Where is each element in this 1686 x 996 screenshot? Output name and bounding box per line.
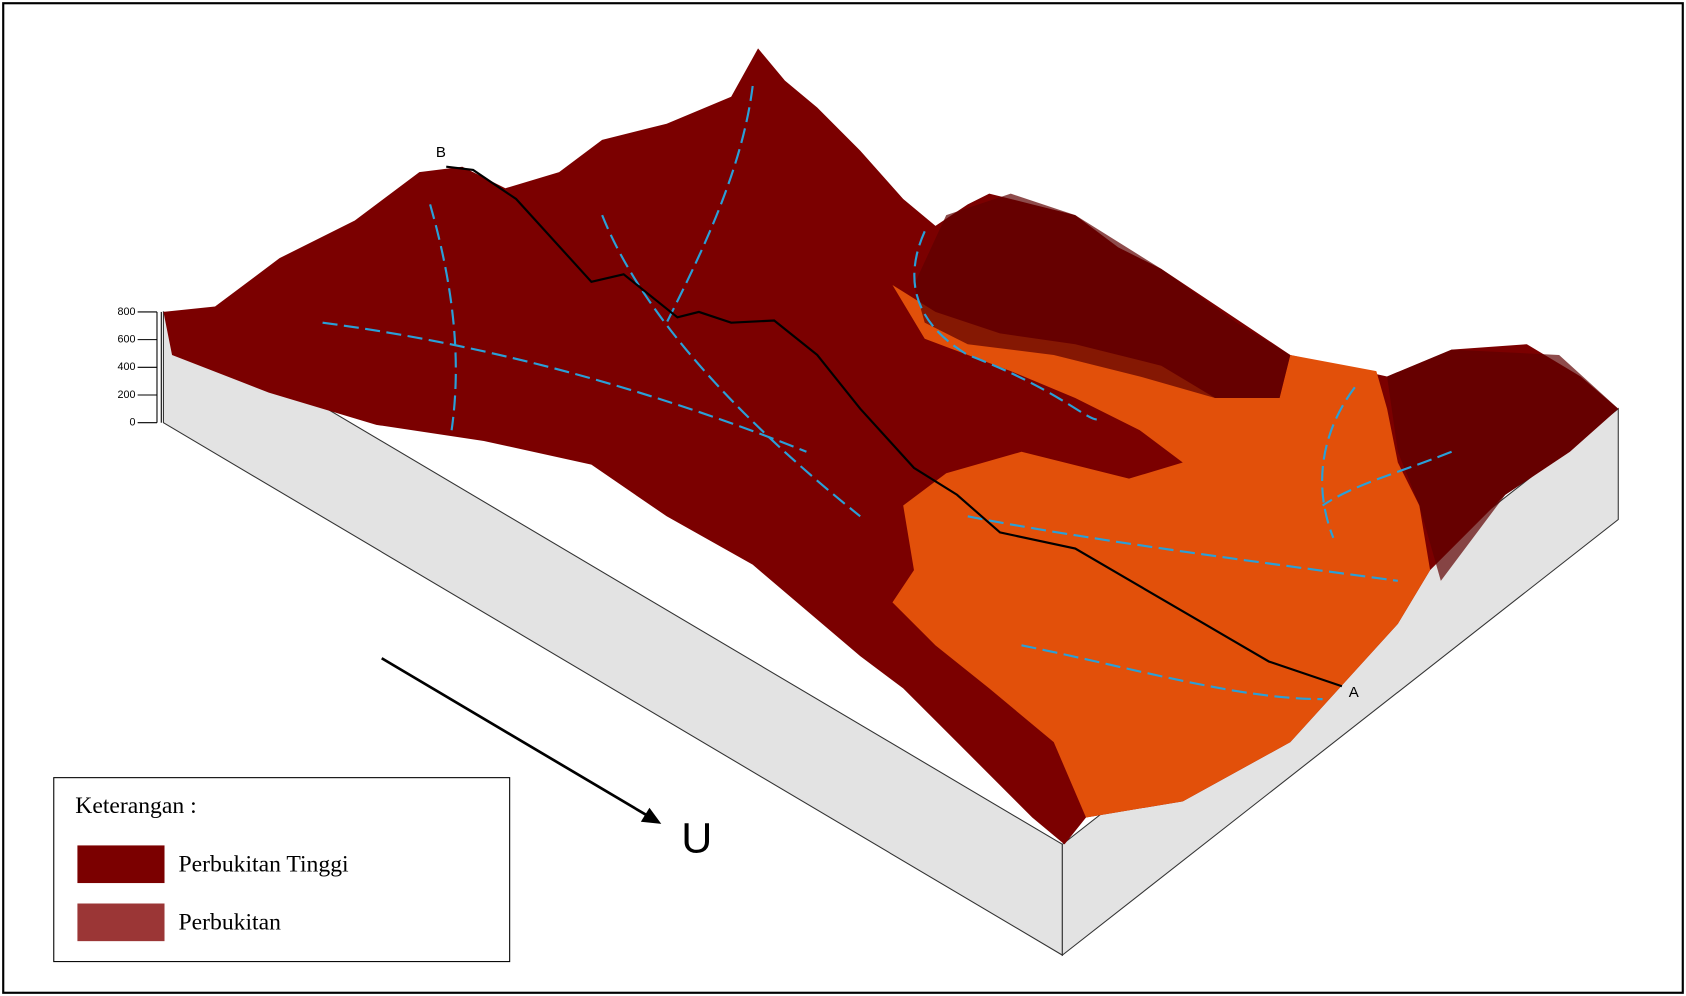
profile-end-label: A: [1349, 684, 1359, 701]
legend: Keterangan : Perbukitan Tinggi Perbukitan: [54, 778, 510, 962]
legend-swatch: [77, 845, 164, 883]
profile-start-label: B: [436, 144, 446, 161]
scale-label: 400: [118, 361, 136, 373]
scale-label: 200: [118, 389, 136, 401]
legend-label: Perbukitan Tinggi: [178, 851, 349, 877]
legend-label: Perbukitan: [178, 909, 281, 935]
block-diagram: B A 800 600 400 200 0 U Keterangan : Perbuki…: [0, 0, 1686, 996]
north-label: U: [681, 814, 712, 862]
scale-label: 600: [118, 333, 136, 345]
legend-title: Keterangan :: [75, 793, 196, 819]
legend-swatch: [77, 903, 164, 941]
scale-label: 800: [118, 306, 136, 318]
scale-label: 0: [129, 417, 135, 429]
